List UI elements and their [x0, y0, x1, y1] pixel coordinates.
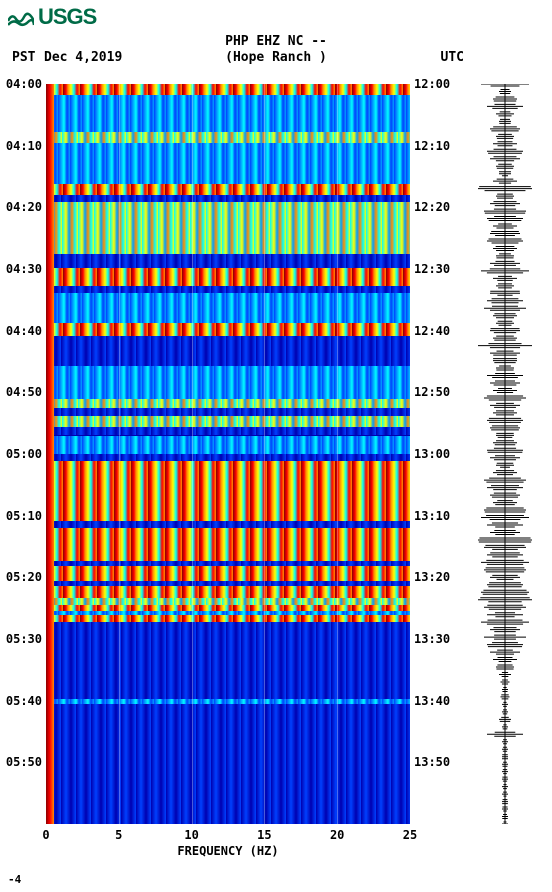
right-tick: 13:30 — [414, 632, 450, 646]
left-tick: 04:20 — [6, 200, 42, 214]
left-tick: 05:40 — [6, 694, 42, 708]
usgs-wave-icon — [8, 5, 34, 29]
spectro-band — [46, 454, 410, 461]
right-timezone: UTC — [441, 50, 464, 65]
spectro-band — [46, 84, 410, 95]
day-marker: -4 — [8, 873, 21, 886]
spectro-band — [46, 461, 410, 520]
spectro-band — [46, 586, 410, 597]
right-tick: 13:00 — [414, 447, 450, 461]
spectrogram-canvas — [46, 84, 410, 824]
right-tick: 13:20 — [414, 570, 450, 584]
left-tick: 05:00 — [6, 447, 42, 461]
spectro-band — [46, 95, 410, 132]
x-axis-label: FREQUENCY (HZ) — [46, 844, 410, 858]
chart-title-1: PHP EHZ NC -- — [0, 34, 552, 49]
x-tick: 10 — [184, 828, 198, 842]
right-tick: 12:40 — [414, 324, 450, 338]
right-tick: 13:50 — [414, 755, 450, 769]
left-timezone: PST — [12, 50, 35, 65]
spectro-band — [46, 195, 410, 202]
spectro-band — [46, 521, 410, 528]
left-tick: 05:20 — [6, 570, 42, 584]
spectro-band — [46, 254, 410, 267]
spectro-band — [46, 143, 410, 184]
x-tick: 15 — [257, 828, 271, 842]
spectro-band — [46, 336, 410, 366]
spectrogram-plot: FREQUENCY (HZ) 051015202504:0012:0004:10… — [46, 84, 410, 824]
spectro-band — [46, 399, 410, 408]
spectro-band — [46, 132, 410, 143]
usgs-text: USGS — [38, 4, 96, 30]
date-label: Dec 4,2019 — [44, 50, 122, 65]
spectro-band — [46, 293, 410, 323]
left-tick: 04:10 — [6, 139, 42, 153]
spectro-band — [46, 268, 410, 287]
left-tick: 04:00 — [6, 77, 42, 91]
right-tick: 12:30 — [414, 262, 450, 276]
right-tick: 12:00 — [414, 77, 450, 91]
spectro-band — [46, 427, 410, 436]
grid-vertical — [337, 84, 338, 824]
grid-vertical — [264, 84, 265, 824]
right-tick: 13:10 — [414, 509, 450, 523]
left-tick: 04:40 — [6, 324, 42, 338]
right-tick: 12:10 — [414, 139, 450, 153]
spectro-band — [46, 528, 410, 561]
left-tick: 04:30 — [6, 262, 42, 276]
left-tick: 05:30 — [6, 632, 42, 646]
spectro-band — [46, 622, 410, 699]
spectro-band — [46, 436, 410, 455]
x-tick: 20 — [330, 828, 344, 842]
spectro-band — [46, 615, 410, 622]
spectro-band — [46, 416, 410, 427]
usgs-logo: USGS — [8, 4, 96, 30]
x-tick: 25 — [403, 828, 417, 842]
spectro-band — [46, 286, 410, 293]
left-tick: 05:50 — [6, 755, 42, 769]
x-tick: 5 — [115, 828, 122, 842]
right-tick: 12:20 — [414, 200, 450, 214]
spectro-band — [46, 323, 410, 336]
spectro-band — [46, 566, 410, 581]
spectro-band — [46, 202, 410, 254]
spectro-band — [46, 408, 410, 415]
waveform-trace — [470, 84, 540, 824]
left-tick: 05:10 — [6, 509, 42, 523]
spectro-band — [46, 184, 410, 195]
left-tick: 04:50 — [6, 385, 42, 399]
x-tick: 0 — [42, 828, 49, 842]
grid-vertical — [192, 84, 193, 824]
grid-vertical — [119, 84, 120, 824]
spectro-band — [46, 366, 410, 399]
right-tick: 13:40 — [414, 694, 450, 708]
spectro-band — [46, 598, 410, 605]
right-tick: 12:50 — [414, 385, 450, 399]
spectro-band — [46, 704, 410, 824]
